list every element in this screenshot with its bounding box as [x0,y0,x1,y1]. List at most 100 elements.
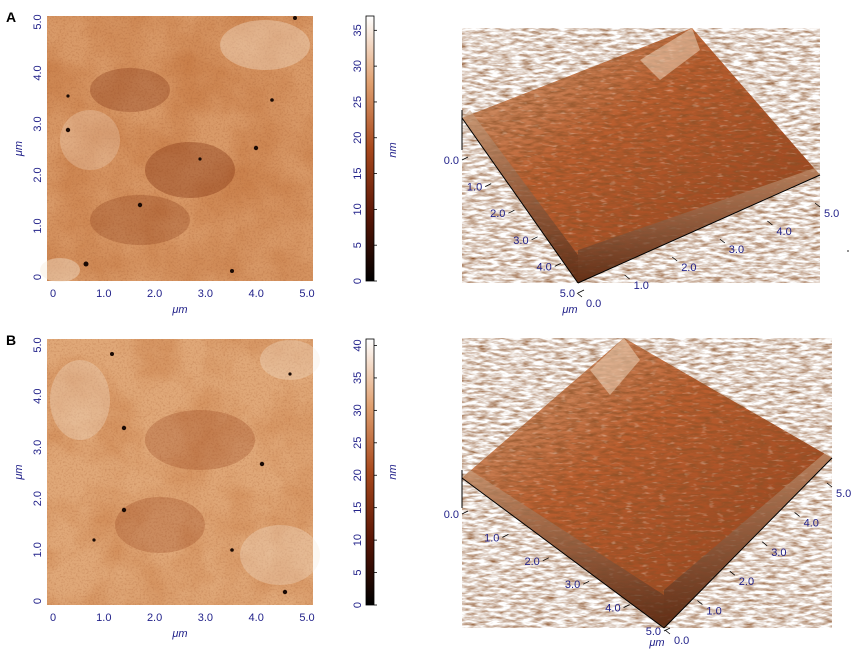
surface-right-tick-label: 3.0 [771,547,786,559]
y-tick-label: 2.0 [32,491,44,506]
height-map-a [40,16,313,282]
y-axis-unit: μm [13,141,25,157]
surface-tick-mark [719,238,726,244]
surface-tick-mark [502,534,509,538]
surface-3d-b-axes: 0.0 1.0 2.0 3.0 4.0 5.0 0.0 1.0 2.0 3.0 4.0 5.0 [444,482,851,647]
colorbar-tick-label: 0 [352,278,364,284]
x-tick-label: 2.0 [147,288,162,300]
surface-right-tick-label: 3.0 [729,244,744,256]
surface-tick-mark [729,570,736,576]
x-tick-label: 0 [50,612,56,624]
stray-dot [847,250,849,252]
colorbar-b: 0 5 10 15 20 25 30 35 40 nm [352,338,399,608]
surface-right-tick-label: 2.0 [739,576,754,588]
colorbar-tick-label: 15 [352,167,364,179]
colorbar-tick-label: 5 [352,569,364,575]
height-map-b-axes: 0 1.0 2.0 3.0 4.0 5.0 0 1.0 2.0 3.0 4.0 5.0 μm μm [13,337,315,640]
surface-tick-mark [461,510,469,515]
x-tick-label: 1.0 [96,612,111,624]
surface-left-tick-label: 4.0 [605,603,620,615]
surface-tick-mark [624,274,630,280]
colorbar-tick-label: 35 [352,372,364,384]
x-tick-label: 4.0 [249,612,264,624]
surface-left-tick-label: 1.0 [484,532,499,544]
surface-right-tick-label: 0.0 [586,298,601,310]
surface-right-tick-label: 2.0 [681,262,696,274]
surface-left-tick-label: 5.0 [646,626,661,638]
surface-3d-a-unit: μm [561,304,577,316]
x-tick-label: 3.0 [198,612,213,624]
surface-tick-mark [663,627,671,632]
colorbar-a-ticks: 0 5 10 15 20 25 30 35 [352,24,377,284]
y-tick-label: 4.0 [32,389,44,404]
y-tick-label: 0 [32,598,44,604]
surface-right-tick-label: 0.0 [674,635,689,647]
colorbar-tick-label: 5 [352,242,364,248]
x-tick-label: 2.0 [147,612,162,624]
surface-tick-mark [531,236,538,241]
y-axis-unit: μm [13,464,25,480]
panel-label-a: A [6,9,16,25]
surface-left-tick-label: 0.0 [444,509,459,521]
colorbar-b-unit: nm [387,464,399,479]
surface-tick-mark [826,482,833,488]
colorbar-tick-label: 10 [352,203,364,215]
colorbar-tick-label: 25 [352,437,364,449]
x-axis-unit: μm [171,304,187,316]
panel-label-b: B [6,332,16,348]
x-tick-label: 5.0 [299,612,314,624]
surface-tick-mark [485,183,492,187]
surface-right-tick-label: 5.0 [836,488,851,500]
colorbar-tick-label: 20 [352,132,364,144]
colorbar-tick-label: 30 [352,404,364,416]
surface-tick-mark [461,156,469,161]
colorbar-tick-label: 0 [352,602,364,608]
colorbar-tick-label: 15 [352,502,364,514]
surface-right-tick-label: 1.0 [706,606,721,618]
x-tick-label: 5.0 [299,288,314,300]
colorbar-b-ticks: 0 5 10 15 20 25 30 35 40 [352,339,377,608]
surface-tick-mark [814,202,821,208]
colorbar-tick-label: 20 [352,469,364,481]
y-tick-label: 4.0 [32,65,44,80]
surface-tick-mark [542,557,549,562]
surface-tick-mark [697,600,703,605]
surface-right-tick-label: 4.0 [804,517,819,529]
x-tick-label: 4.0 [249,288,264,300]
y-tick-label: 3.0 [32,440,44,455]
surface-tick-mark [664,629,671,635]
x-tick-label: 0 [50,288,56,300]
surface-tick-mark [794,512,800,517]
colorbar-tick-label: 10 [352,534,364,546]
surface-left-tick-label: 1.0 [467,182,482,194]
y-tick-label: 3.0 [32,116,44,131]
surface-tick-mark [623,604,630,608]
x-axis-unit: μm [171,628,187,640]
surface-3d-b-unit: μm [648,637,664,649]
surface-tick-mark [583,580,590,585]
colorbar-a-unit: nm [387,142,399,157]
surface-3d-b [461,338,833,629]
surface-tick-mark [767,220,773,226]
surface-right-tick-label: 1.0 [634,280,649,292]
colorbar-tick-label: 40 [352,339,364,351]
surface-tick-mark [554,263,561,267]
surface-tick-mark [671,256,678,262]
surface-tick-mark [761,541,768,547]
surface-right-tick-label: 4.0 [776,226,791,238]
surface-left-tick-label: 3.0 [565,579,580,591]
height-map-b [47,339,320,605]
height-map-a-axes: 0 1.0 2.0 3.0 4.0 5.0 0 1.0 2.0 3.0 4.0 5.0 μm μm [13,14,315,316]
surface-tick-mark [576,292,583,298]
x-tick-label: 3.0 [198,288,213,300]
surface-3d-a-axes: 0.0 1.0 2.0 3.0 4.0 5.0 0.0 1.0 2.0 3.0 4.0 5.0 [444,155,840,310]
colorbar-tick-label: 25 [352,96,364,108]
surface-left-tick-label: 2.0 [525,556,540,568]
surface-left-tick-label: 0.0 [444,155,459,167]
y-tick-label: 2.0 [32,167,44,182]
panel-a: A 0 1.0 2.0 3.0 4.0 5.0 0 1.0 2.0 3.0 4.0 5.0 μm μm [6,9,849,316]
y-tick-label: 5.0 [32,337,44,352]
surface-tick-mark [577,289,585,294]
